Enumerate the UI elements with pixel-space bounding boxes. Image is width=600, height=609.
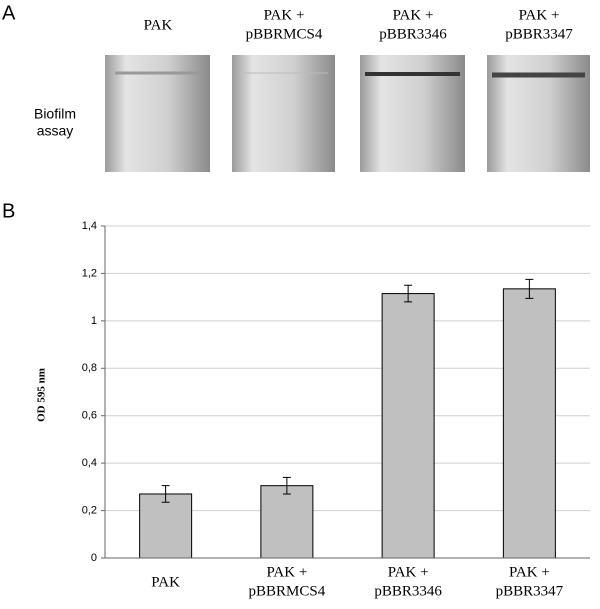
bar [381,293,435,559]
tube-label: PAK + pBBRMCS4 [246,8,323,43]
y-tick-label: 1 [91,315,97,327]
x-tick-label: PAK + pBBRMCS4 [249,565,326,600]
tube-label: PAK [144,17,173,33]
tube-photos [105,55,590,172]
y-tick-label: 0,8 [82,362,97,374]
y-axis-label: OD 595 nm [36,368,48,422]
bar [139,493,193,559]
y-tick-label: 0 [91,552,97,564]
panel-label: B [2,200,15,222]
error-bar [161,485,170,503]
bar [502,288,556,559]
x-tick-label: PAK [151,574,180,590]
y-tick-label: 0,6 [82,410,97,422]
x-tick-label: PAK + pBBR3347 [496,565,564,600]
tube-photo [232,55,335,172]
error-bar [404,284,413,303]
error-bar [282,476,291,495]
row-label: Biofilm assay [34,105,76,138]
panel-label: A [2,2,16,24]
error-bar [525,278,534,299]
y-tick-label: 1,4 [82,220,97,232]
tube-label: PAK + pBBR3346 [379,8,447,43]
tube-label: PAK + pBBR3347 [505,8,573,43]
x-tick-label: PAK + pBBR3346 [374,565,442,600]
y-tick-label: 1,2 [82,267,97,279]
bar [260,485,314,559]
y-tick-label: 0,2 [82,504,97,516]
y-tick-label: 0,4 [82,457,97,469]
